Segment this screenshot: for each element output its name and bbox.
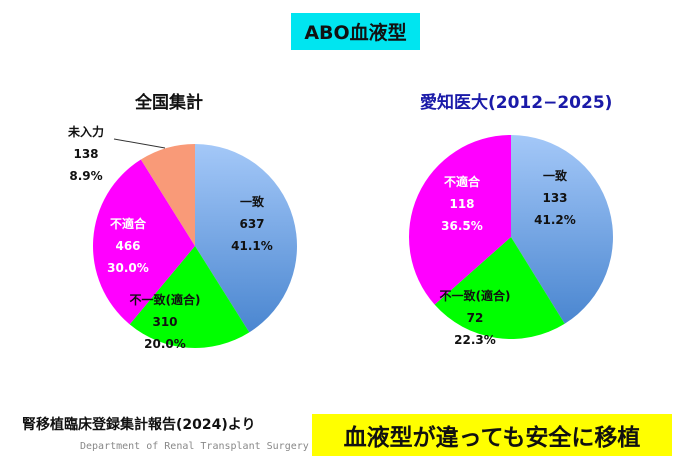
chart-title-national: 全国集計 (135, 93, 203, 113)
slice-label: 不適合 (110, 216, 147, 231)
slice-label: 118 (449, 197, 474, 211)
slice-label: 637 (239, 217, 264, 231)
pie-slice (511, 135, 614, 324)
slice-label: 133 (542, 191, 567, 205)
slice-label: 310 (152, 315, 177, 329)
pie-slice (129, 246, 250, 348)
slice-label: 72 (467, 311, 484, 325)
slice-label: 一致 (240, 194, 265, 209)
pie-slice (408, 135, 511, 305)
highlight-message: 血液型が違っても安全に移植 (312, 414, 672, 456)
slice-label: 30.0% (107, 261, 149, 275)
pie-slice (140, 144, 195, 246)
slice-label: 不一致(適合) (130, 292, 201, 307)
slice-label: 22.3% (454, 333, 496, 347)
slice-label: 138 (73, 147, 98, 161)
slice-label: 不適合 (444, 174, 481, 189)
slice-label: 未入力 (67, 124, 104, 139)
slice-label: 36.5% (441, 219, 483, 233)
pie-slice (195, 144, 298, 333)
slice-label: 41.2% (534, 213, 576, 227)
slice-label: 41.1% (231, 239, 273, 253)
source-note: 腎移植臨床登録集計報告(2024)より (22, 417, 256, 433)
leader-line (113, 138, 166, 149)
department-name: Department of Renal Transplant Surgery (80, 441, 309, 452)
slice-label: 不一致(適合) (440, 288, 511, 303)
slice-label: 466 (115, 239, 140, 253)
pie-slice (92, 159, 195, 325)
slice-label: 20.0% (144, 337, 186, 351)
slide-title: ABO血液型 (291, 13, 420, 50)
pie-slice (434, 237, 565, 340)
slice-label: 8.9% (69, 169, 102, 183)
chart-title-aichi: 愛知医大(2012−2025) (420, 93, 613, 113)
slice-label: 一致 (543, 168, 568, 183)
